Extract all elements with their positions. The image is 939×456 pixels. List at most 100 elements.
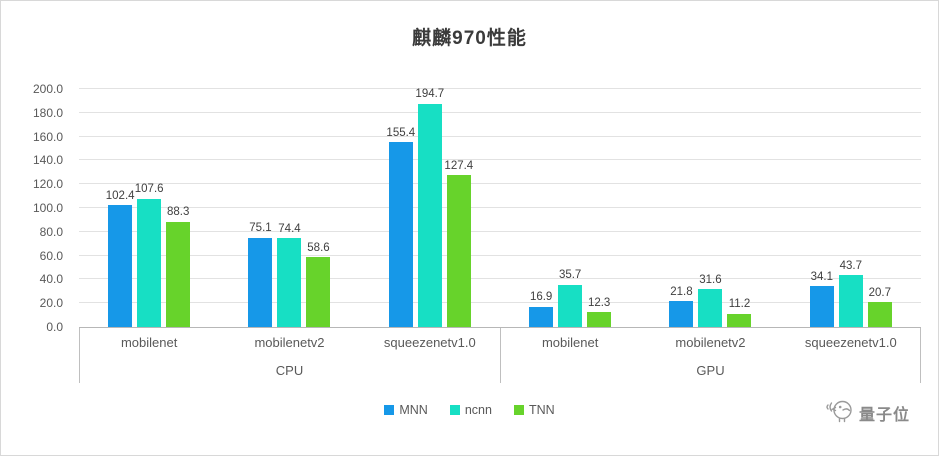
bar-group: 21.8 31.6 11.2 bbox=[640, 89, 780, 327]
bar-slot: 12.3 bbox=[587, 89, 612, 327]
gridline bbox=[79, 254, 921, 256]
legend-label: MNN bbox=[399, 403, 428, 417]
y-axis-tick-label: 140.0 bbox=[32, 153, 63, 168]
legend-label: ncnn bbox=[464, 403, 492, 417]
legend-item-ncnn: ncnn bbox=[449, 403, 492, 417]
bar-group: 75.1 74.4 58.6 bbox=[219, 89, 359, 327]
bar-value-label: 127.4 bbox=[444, 159, 474, 172]
legend-item-tnn: TNN bbox=[513, 403, 555, 417]
axis-separator-left bbox=[79, 328, 80, 383]
bar-value-label: 58.6 bbox=[307, 241, 330, 254]
qbitai-logo: 量子位 bbox=[825, 397, 910, 428]
bar-slot: 58.6 bbox=[306, 89, 331, 327]
bar-slot: 127.4 bbox=[444, 89, 474, 327]
y-axis-tick-label: 160.0 bbox=[32, 129, 63, 144]
axis-separator-right bbox=[920, 328, 921, 383]
bar-mnn bbox=[108, 205, 133, 327]
legend-swatch bbox=[513, 405, 524, 416]
gridline bbox=[79, 111, 921, 113]
bar-slot: 107.6 bbox=[134, 89, 164, 327]
y-axis-tick-label: 20.0 bbox=[39, 296, 63, 311]
bar-tnn bbox=[446, 175, 471, 327]
bar-slot: 102.4 bbox=[105, 89, 135, 327]
y-axis-tick-label: 200.0 bbox=[32, 82, 63, 96]
bar-value-label: 155.4 bbox=[386, 126, 416, 139]
bar-group: 34.1 43.7 20.7 bbox=[781, 89, 921, 327]
bar-tnn bbox=[727, 313, 752, 327]
legend-item-mnn: MNN bbox=[384, 403, 428, 417]
legend-swatch bbox=[449, 405, 460, 416]
bar-value-label: 12.3 bbox=[587, 296, 611, 309]
category-label: mobilenetv2 bbox=[675, 334, 746, 350]
group-label-cpu: CPU bbox=[275, 362, 304, 378]
bar-slot: 16.9 bbox=[529, 89, 554, 327]
bar-value-label: 194.7 bbox=[415, 88, 445, 100]
y-axis-tick-label: 80.0 bbox=[39, 224, 63, 239]
bar-mnn bbox=[248, 237, 273, 327]
bar-ncnn bbox=[137, 198, 162, 327]
bar-value-label: 20.7 bbox=[868, 286, 891, 299]
y-axis-tick-label: 40.0 bbox=[39, 272, 63, 287]
legend-label: TNN bbox=[528, 403, 555, 417]
gridline bbox=[79, 278, 921, 280]
bar-slot: 34.1 bbox=[809, 89, 834, 327]
bar-slot: 11.2 bbox=[727, 89, 752, 327]
category-label: mobilenet bbox=[541, 334, 599, 350]
bar-tnn bbox=[166, 221, 191, 327]
bar-ncnn bbox=[277, 238, 302, 327]
bar-value-label: 88.3 bbox=[166, 206, 190, 219]
gridline bbox=[79, 230, 921, 232]
bar-value-label: 43.7 bbox=[839, 259, 862, 272]
bar-tnn bbox=[867, 302, 892, 327]
category-label: squeezenetv1.0 bbox=[383, 334, 476, 350]
bar-value-label: 74.4 bbox=[278, 222, 301, 235]
bar-group: 155.4 194.7 127.4 bbox=[360, 88, 500, 327]
y-axis-labels: 0.0 20.0 40.0 60.0 80.0 100.0 120.0 140.0 160.0 1… bbox=[1, 83, 71, 333]
bar-mnn bbox=[809, 286, 834, 327]
bar-mnn bbox=[388, 142, 413, 327]
bar-value-label: 35.7 bbox=[558, 269, 582, 282]
bar-ncnn bbox=[558, 284, 583, 327]
bar-value-label: 11.2 bbox=[728, 298, 751, 311]
bar-value-label: 31.6 bbox=[699, 273, 722, 286]
bar-slot: 35.7 bbox=[558, 89, 583, 327]
bar-groups: 102.4 107.6 88.3 75.1 74.4 58.6 155.4 194.7 127.… bbox=[79, 88, 921, 327]
bar-value-label: 16.9 bbox=[529, 291, 553, 304]
bar-ncnn bbox=[698, 289, 723, 327]
gridlines bbox=[79, 88, 921, 327]
bar-value-label: 102.4 bbox=[105, 189, 135, 202]
group-row: CPU GPU bbox=[79, 356, 921, 384]
y-axis-tick-label: 180.0 bbox=[32, 105, 63, 120]
bar-value-label: 21.8 bbox=[670, 285, 693, 298]
gridline bbox=[79, 135, 921, 137]
gridline bbox=[79, 159, 921, 161]
qbitai-logo-text: 量子位 bbox=[858, 406, 910, 424]
bar-slot: 194.7 bbox=[415, 88, 445, 327]
bar-slot: 155.4 bbox=[386, 89, 416, 327]
gridline bbox=[79, 88, 921, 89]
category-row: mobilenet mobilenetv2 squeezenetv1.0 mobile… bbox=[79, 328, 921, 356]
bar-slot: 43.7 bbox=[838, 89, 863, 327]
chart-title: 麒麟970性能 bbox=[412, 28, 527, 49]
x-axis: mobilenet mobilenetv2 squeezenetv1.0 mobile… bbox=[79, 327, 921, 383]
group-label-gpu: GPU bbox=[696, 362, 725, 378]
bar-mnn bbox=[669, 301, 694, 327]
plot-area: 102.4 107.6 88.3 75.1 74.4 58.6 155.4 194.7 127.… bbox=[79, 88, 921, 327]
bar-value-label: 34.1 bbox=[810, 270, 833, 283]
chick-icon bbox=[825, 397, 855, 428]
bar-slot: 75.1 bbox=[248, 89, 273, 327]
gridline bbox=[79, 183, 921, 185]
bar-group: 102.4 107.6 88.3 bbox=[79, 89, 219, 327]
legend-swatch bbox=[384, 405, 395, 416]
bar-group: 16.9 35.7 12.3 bbox=[500, 89, 640, 327]
category-label: squeezenetv1.0 bbox=[804, 334, 897, 350]
bar-value-label: 107.6 bbox=[134, 183, 164, 196]
bar-tnn bbox=[587, 312, 612, 327]
bar-slot: 88.3 bbox=[166, 89, 191, 327]
legend: MNN ncnn TNN bbox=[1, 404, 938, 417]
y-axis-tick-label: 100.0 bbox=[32, 201, 63, 215]
category-label: mobilenet bbox=[120, 334, 178, 350]
bar-ncnn bbox=[417, 103, 442, 327]
bar-mnn bbox=[529, 306, 554, 327]
bar-tnn bbox=[306, 257, 331, 327]
